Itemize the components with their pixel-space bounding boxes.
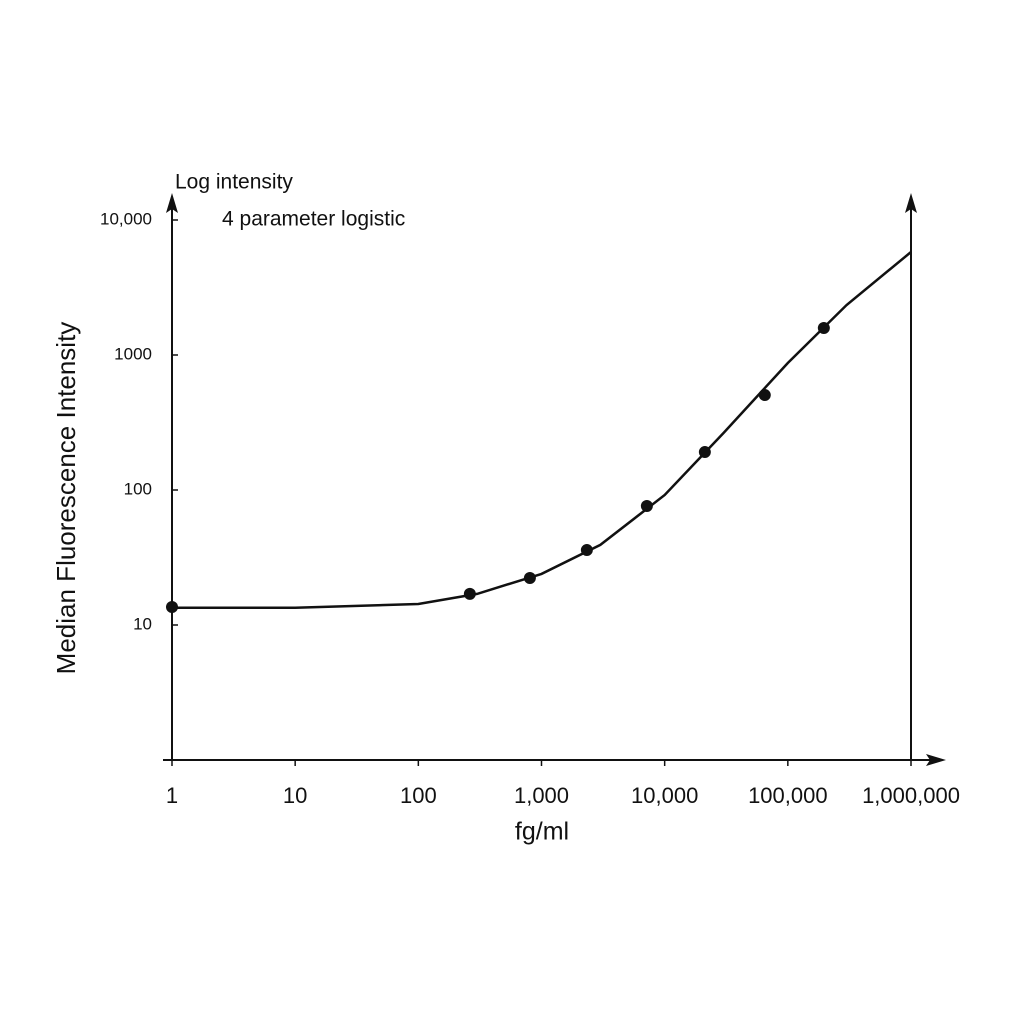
data-point [166, 600, 178, 613]
y-axis-arrow [166, 193, 178, 213]
x-tick-label: 1,000 [514, 783, 569, 808]
x-tick-label: 100 [400, 783, 437, 808]
data-point [640, 500, 653, 513]
y-tick-label: 100 [124, 479, 152, 498]
x-tick-label: 1,000,000 [862, 783, 960, 808]
y-tick-label: 1000 [114, 344, 152, 363]
data-point [758, 389, 771, 402]
data-point [580, 544, 593, 557]
x-tick-label: 10,000 [631, 783, 698, 808]
y-tick-label: 10 [133, 614, 152, 633]
x-tick-label: 10 [283, 783, 307, 808]
annotation: Log intensity [175, 171, 293, 194]
data-point [523, 571, 536, 584]
data-point [463, 587, 476, 600]
y-axis-label: Median Fluorescence Intensity [51, 322, 81, 675]
right-boundary-arrow [905, 193, 917, 213]
y-tick-label: 10,000 [100, 209, 152, 228]
x-axis-label: fg/ml [515, 818, 569, 846]
data-point [817, 321, 830, 334]
fit-curve [172, 251, 912, 610]
x-tick-label: 100,000 [748, 783, 828, 808]
x-axis-arrow [926, 754, 946, 766]
x-tick-label: 1 [166, 783, 178, 808]
data-point [698, 446, 711, 459]
annotation: 4 parameter logistic [222, 208, 405, 231]
